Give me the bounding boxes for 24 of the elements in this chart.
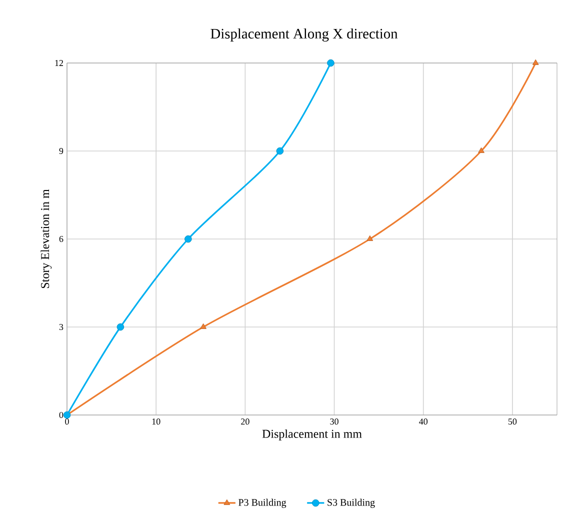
- x-axis-title: Displacement in mm: [262, 429, 362, 440]
- x-tick-label: 40: [419, 418, 428, 425]
- y-axis-title: Story Elevation in m: [40, 189, 52, 288]
- point: [184, 235, 192, 243]
- x-tick-label: 50: [508, 418, 517, 425]
- y-tick-label: 9: [59, 148, 64, 154]
- y-tick-label: 6: [59, 236, 64, 242]
- x-tick-label: 20: [241, 418, 250, 425]
- point: [532, 59, 539, 65]
- point: [366, 235, 374, 241]
- point: [327, 59, 334, 67]
- chart-title: Displacement Along X direction: [210, 28, 398, 42]
- legend-label: P3 Building: [238, 498, 286, 508]
- point: [200, 323, 207, 329]
- legend-label: S3 Building: [328, 498, 375, 508]
- y-tick-label: 3: [59, 324, 64, 330]
- y-tick-label: 0: [59, 412, 64, 418]
- x-tick-label: 0: [65, 418, 69, 425]
- x-tick-label: 10: [152, 418, 160, 425]
- point: [478, 147, 484, 153]
- point: [276, 147, 284, 155]
- point: [116, 323, 124, 331]
- x-tick-label: 30: [330, 418, 338, 425]
- y-tick-label: 12: [55, 60, 63, 66]
